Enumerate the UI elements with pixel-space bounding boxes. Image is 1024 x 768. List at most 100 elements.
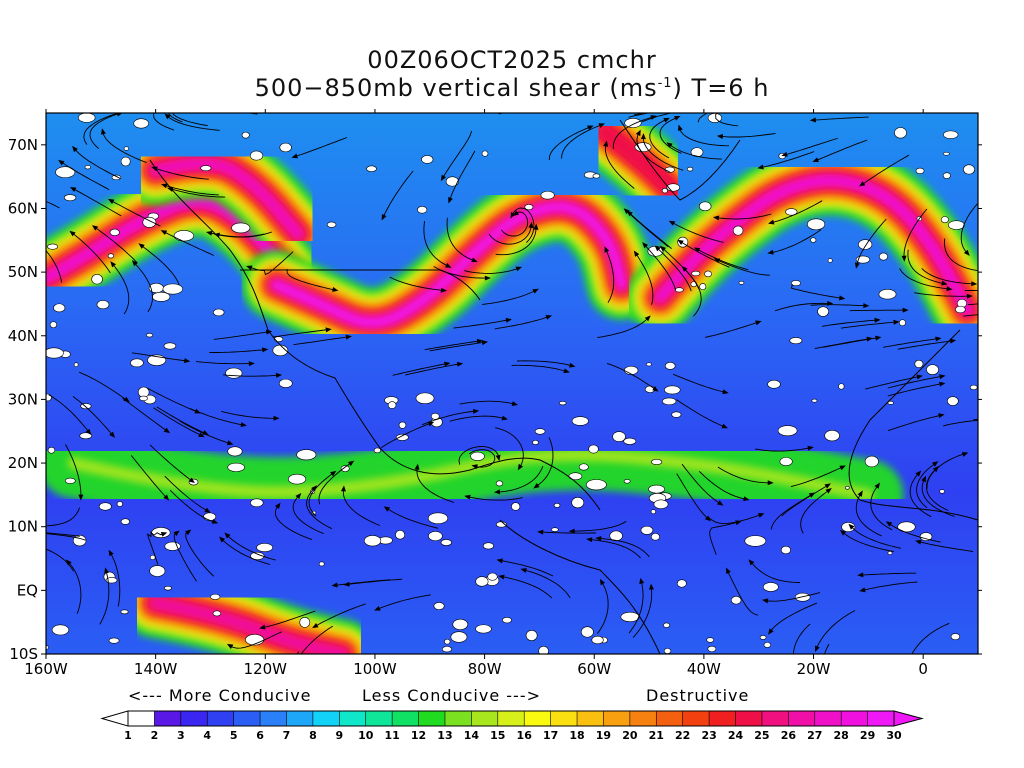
- low-shear-patch: [926, 364, 939, 376]
- low-shear-patch: [943, 151, 950, 156]
- streamline: [681, 463, 724, 506]
- streamline-arrow: [758, 513, 765, 518]
- streamline-path: [185, 530, 215, 577]
- streamline-arrow: [939, 381, 946, 387]
- streamline-path: [726, 570, 759, 616]
- streamline: [108, 549, 121, 607]
- streamline-arrow: [649, 583, 655, 590]
- low-shear-patch: [650, 509, 656, 515]
- colorbar-level-label: 4: [203, 729, 211, 742]
- colorbar-level-label: 17: [543, 729, 558, 742]
- streamline-path: [535, 437, 554, 488]
- streamline-path: [897, 340, 954, 350]
- colorbar-level-label: 7: [283, 729, 291, 742]
- low-shear-patch: [580, 626, 594, 638]
- streamline-arrow: [274, 502, 281, 509]
- low-shear-patch: [780, 545, 791, 555]
- low-shear-patch: [84, 165, 91, 170]
- low-shear-patch: [663, 648, 672, 654]
- colorbar-level-label: 25: [754, 729, 769, 742]
- streamline: [173, 530, 197, 582]
- streamline-arrow: [568, 528, 575, 534]
- streamline-path: [147, 387, 199, 413]
- low-shear-patch: [72, 534, 87, 547]
- streamline-path: [46, 507, 81, 527]
- map-title-line2: 500−850mb vertical shear (ms-1) T=6 h: [0, 74, 1024, 102]
- streamline-arrow: [1015, 307, 1021, 312]
- streamline-arrow: [857, 490, 863, 497]
- lon-label: 160W: [24, 660, 68, 678]
- streamline-arrow: [163, 427, 171, 434]
- streamline-arrow: [501, 415, 508, 421]
- low-shear-patch: [511, 502, 521, 511]
- streamline-path: [245, 113, 258, 115]
- streamline-path: [72, 188, 122, 217]
- streamline: [453, 317, 512, 329]
- low-shear-patch: [231, 222, 251, 234]
- low-shear-patch: [940, 216, 949, 224]
- streamline-path: [917, 541, 974, 552]
- low-shear-patch: [525, 630, 538, 641]
- streamline-path: [65, 444, 82, 498]
- streamline-path: [770, 200, 823, 224]
- colorbar-swatch: [444, 711, 472, 726]
- low-shear-patch: [551, 527, 559, 532]
- streamline-path: [850, 525, 902, 549]
- streamline-path: [223, 374, 280, 377]
- streamline-arrow: [686, 104, 692, 109]
- streamline: [423, 221, 452, 268]
- low-shear-patch: [864, 455, 879, 468]
- streamline-path: [171, 113, 208, 127]
- streamline-arrow: [963, 249, 970, 256]
- streamline-path: [628, 580, 644, 634]
- streamline: [681, 265, 702, 317]
- low-shear-patch: [366, 165, 377, 172]
- streamline: [597, 315, 651, 338]
- low-shear-patch: [942, 172, 951, 179]
- streamline-path: [146, 531, 165, 565]
- low-shear-patch: [763, 642, 772, 648]
- low-shear-patch: [487, 572, 498, 581]
- streamline-arrow: [939, 374, 946, 380]
- streamline-arrow: [545, 315, 553, 320]
- streamline: [169, 489, 219, 524]
- streamline: [697, 113, 709, 123]
- low-shear-patch: [123, 146, 129, 151]
- streamline-path: [821, 319, 878, 327]
- streamline-arrow: [639, 577, 645, 585]
- streamline-arrow: [848, 523, 855, 530]
- streamline-arrow: [515, 266, 523, 272]
- low-shear-patch: [624, 365, 639, 375]
- streamline-arrow: [204, 507, 211, 513]
- streamline-path: [46, 533, 86, 541]
- streamline-arrow: [78, 494, 84, 501]
- streamline-path: [226, 534, 276, 561]
- low-shear-patch: [651, 458, 663, 465]
- streamline-arrow: [91, 225, 99, 231]
- streamline: [156, 406, 209, 435]
- colorbar-level-label: 11: [384, 729, 399, 742]
- low-shear-patch: [858, 239, 873, 250]
- low-shear-patch: [763, 582, 779, 592]
- streamline: [168, 113, 183, 123]
- lat-label: 10N: [8, 518, 38, 536]
- streamline-arrow: [110, 261, 117, 268]
- streamline-path: [72, 396, 114, 436]
- streamline: [901, 208, 928, 262]
- streamline-path: [967, 303, 978, 306]
- streamline: [69, 186, 122, 217]
- streamline-path: [883, 338, 939, 348]
- low-shear-patch: [296, 449, 317, 461]
- streamline: [865, 374, 923, 390]
- streamline-arrow: [857, 572, 864, 578]
- streamline-arrow: [206, 230, 213, 236]
- low-shear-patch: [210, 593, 221, 600]
- colorbar-swatch: [418, 711, 446, 726]
- streamline-arrow: [493, 489, 501, 495]
- low-shear-patch: [502, 617, 512, 624]
- streamline-arrow: [604, 246, 610, 253]
- streamline-path: [571, 520, 627, 532]
- streamline-arrow: [809, 117, 816, 123]
- streamline-path: [482, 289, 537, 305]
- streamline-arrow: [931, 461, 939, 467]
